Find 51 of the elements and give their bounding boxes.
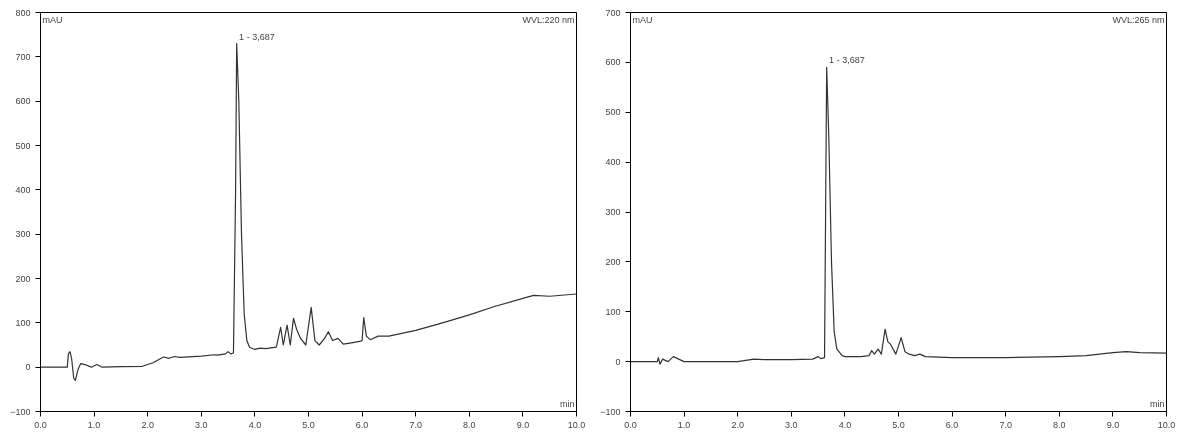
y-axis-title: mAU (632, 14, 653, 25)
y-tick-label: 0 (615, 356, 621, 367)
y-tick-label: 400 (605, 157, 621, 168)
x-tick-label: 1.0 (87, 419, 101, 430)
y-tick-label: 300 (605, 207, 621, 217)
annotation: 1 - 3,687 (829, 55, 865, 66)
x-tick-label: 2.0 (141, 419, 154, 430)
y-tick-label: 100 (605, 306, 621, 317)
y-tick-label: 200 (605, 256, 621, 267)
line-series (630, 66, 1167, 365)
x-tick-label: 3.0 (785, 419, 798, 430)
y-tick-label: 500 (15, 140, 31, 151)
x-axis-title: min (1150, 398, 1165, 409)
x-tick-label: 2.0 (731, 419, 744, 430)
x-tick-label: 1.0 (677, 419, 691, 430)
x-axis-title: min (560, 398, 575, 409)
x-tick-label: 7.0 (409, 419, 422, 430)
x-tick-label: 8.0 (1053, 419, 1066, 430)
x-tick-label: 0.0 (34, 419, 47, 430)
y-tick-label: 500 (605, 107, 621, 118)
x-tick-label: 10.0 (1157, 419, 1176, 430)
x-tick-label: 5.0 (302, 419, 315, 430)
y-tick-label: 800 (15, 7, 31, 18)
x-tick-label: 8.0 (463, 419, 476, 430)
y-tick-label: 600 (605, 57, 621, 68)
x-tick-label: 4.0 (248, 419, 262, 430)
x-tick-label: 4.0 (838, 419, 852, 430)
x-tick-label: 6.0 (945, 419, 959, 430)
y-tick-label: 100 (15, 317, 31, 328)
y-tick-label: −100 (10, 406, 31, 417)
x-tick-label: 7.0 (999, 419, 1012, 430)
annotation: 1 - 3,687 (239, 31, 275, 42)
y-tick-label: −100 (600, 406, 621, 417)
annotation: WVL:220 nm (522, 14, 575, 25)
x-tick-label: 3.0 (195, 419, 208, 430)
x-tick-label: 9.0 (516, 419, 530, 430)
y-axis-title: mAU (42, 14, 63, 25)
y-tick-label: 700 (15, 51, 31, 62)
x-tick-label: 6.0 (355, 419, 369, 430)
line-series (40, 42, 577, 382)
annotation: WVL:265 nm (1112, 14, 1165, 25)
y-tick-label: 700 (605, 7, 621, 18)
y-tick-label: 0 (25, 362, 31, 373)
y-tick-label: 400 (15, 184, 31, 195)
x-tick-label: 9.0 (1106, 419, 1120, 430)
x-tick-label: 5.0 (892, 419, 905, 430)
x-tick-label: 0.0 (624, 419, 637, 430)
y-tick-label: 200 (15, 273, 31, 284)
y-tick-label: 300 (15, 229, 31, 240)
x-tick-label: 10.0 (567, 419, 586, 430)
y-tick-label: 600 (15, 96, 31, 107)
